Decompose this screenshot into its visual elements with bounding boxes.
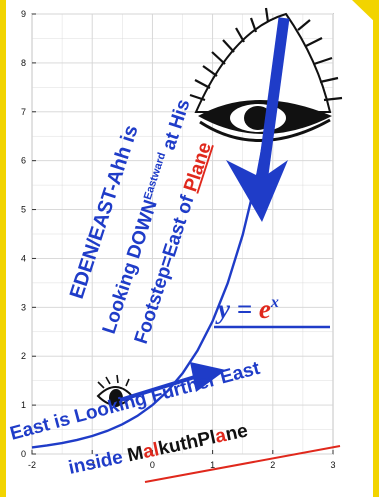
y-tick-label: 0	[21, 449, 26, 459]
equation-equals: =	[230, 294, 259, 324]
y-tick-label: 8	[21, 58, 26, 68]
equation-exponent: x	[270, 294, 279, 311]
corner-accent	[352, 0, 379, 26]
eye-icon	[189, 7, 343, 142]
x-tick-label: 3	[330, 460, 335, 470]
grid	[31, 13, 334, 455]
y-tick-label: 5	[21, 205, 26, 215]
y-tick-label: 4	[21, 253, 26, 263]
equation-label: y = ex	[214, 294, 330, 329]
y-tick-label: 2	[21, 351, 26, 361]
down-arrow-icon	[226, 17, 290, 222]
east-m: M	[126, 443, 146, 467]
axis-ticks: -2 -1 0 1 2 3 0 1 2 3 4 5 6 7 8 9	[21, 9, 336, 470]
east-pl: Pl	[196, 427, 218, 451]
x-tick-label: -1	[88, 460, 96, 470]
y-tick-label: 9	[21, 9, 26, 19]
x-tick-label: 2	[270, 460, 275, 470]
east-underline	[144, 445, 341, 483]
y-tick-label: 1	[21, 400, 26, 410]
svg-text:y = ex: y = ex	[215, 294, 279, 324]
east-ne: ne	[224, 420, 250, 445]
y-tick-label: 6	[21, 156, 26, 166]
east-al: al	[141, 439, 161, 463]
equation-e: e	[259, 294, 271, 324]
right-frame-accent	[373, 0, 379, 497]
x-tick-label: 0	[150, 460, 155, 470]
right-arrow-icon	[119, 362, 226, 402]
east-k: k	[157, 437, 172, 460]
x-tick-label: 1	[210, 460, 215, 470]
x-tick-label: -2	[28, 460, 36, 470]
y-tick-label: 7	[21, 107, 26, 117]
left-frame-accent	[0, 0, 6, 497]
east-a: a	[213, 425, 228, 448]
equation-y: y	[215, 294, 231, 324]
y-tick-label: 3	[21, 302, 26, 312]
